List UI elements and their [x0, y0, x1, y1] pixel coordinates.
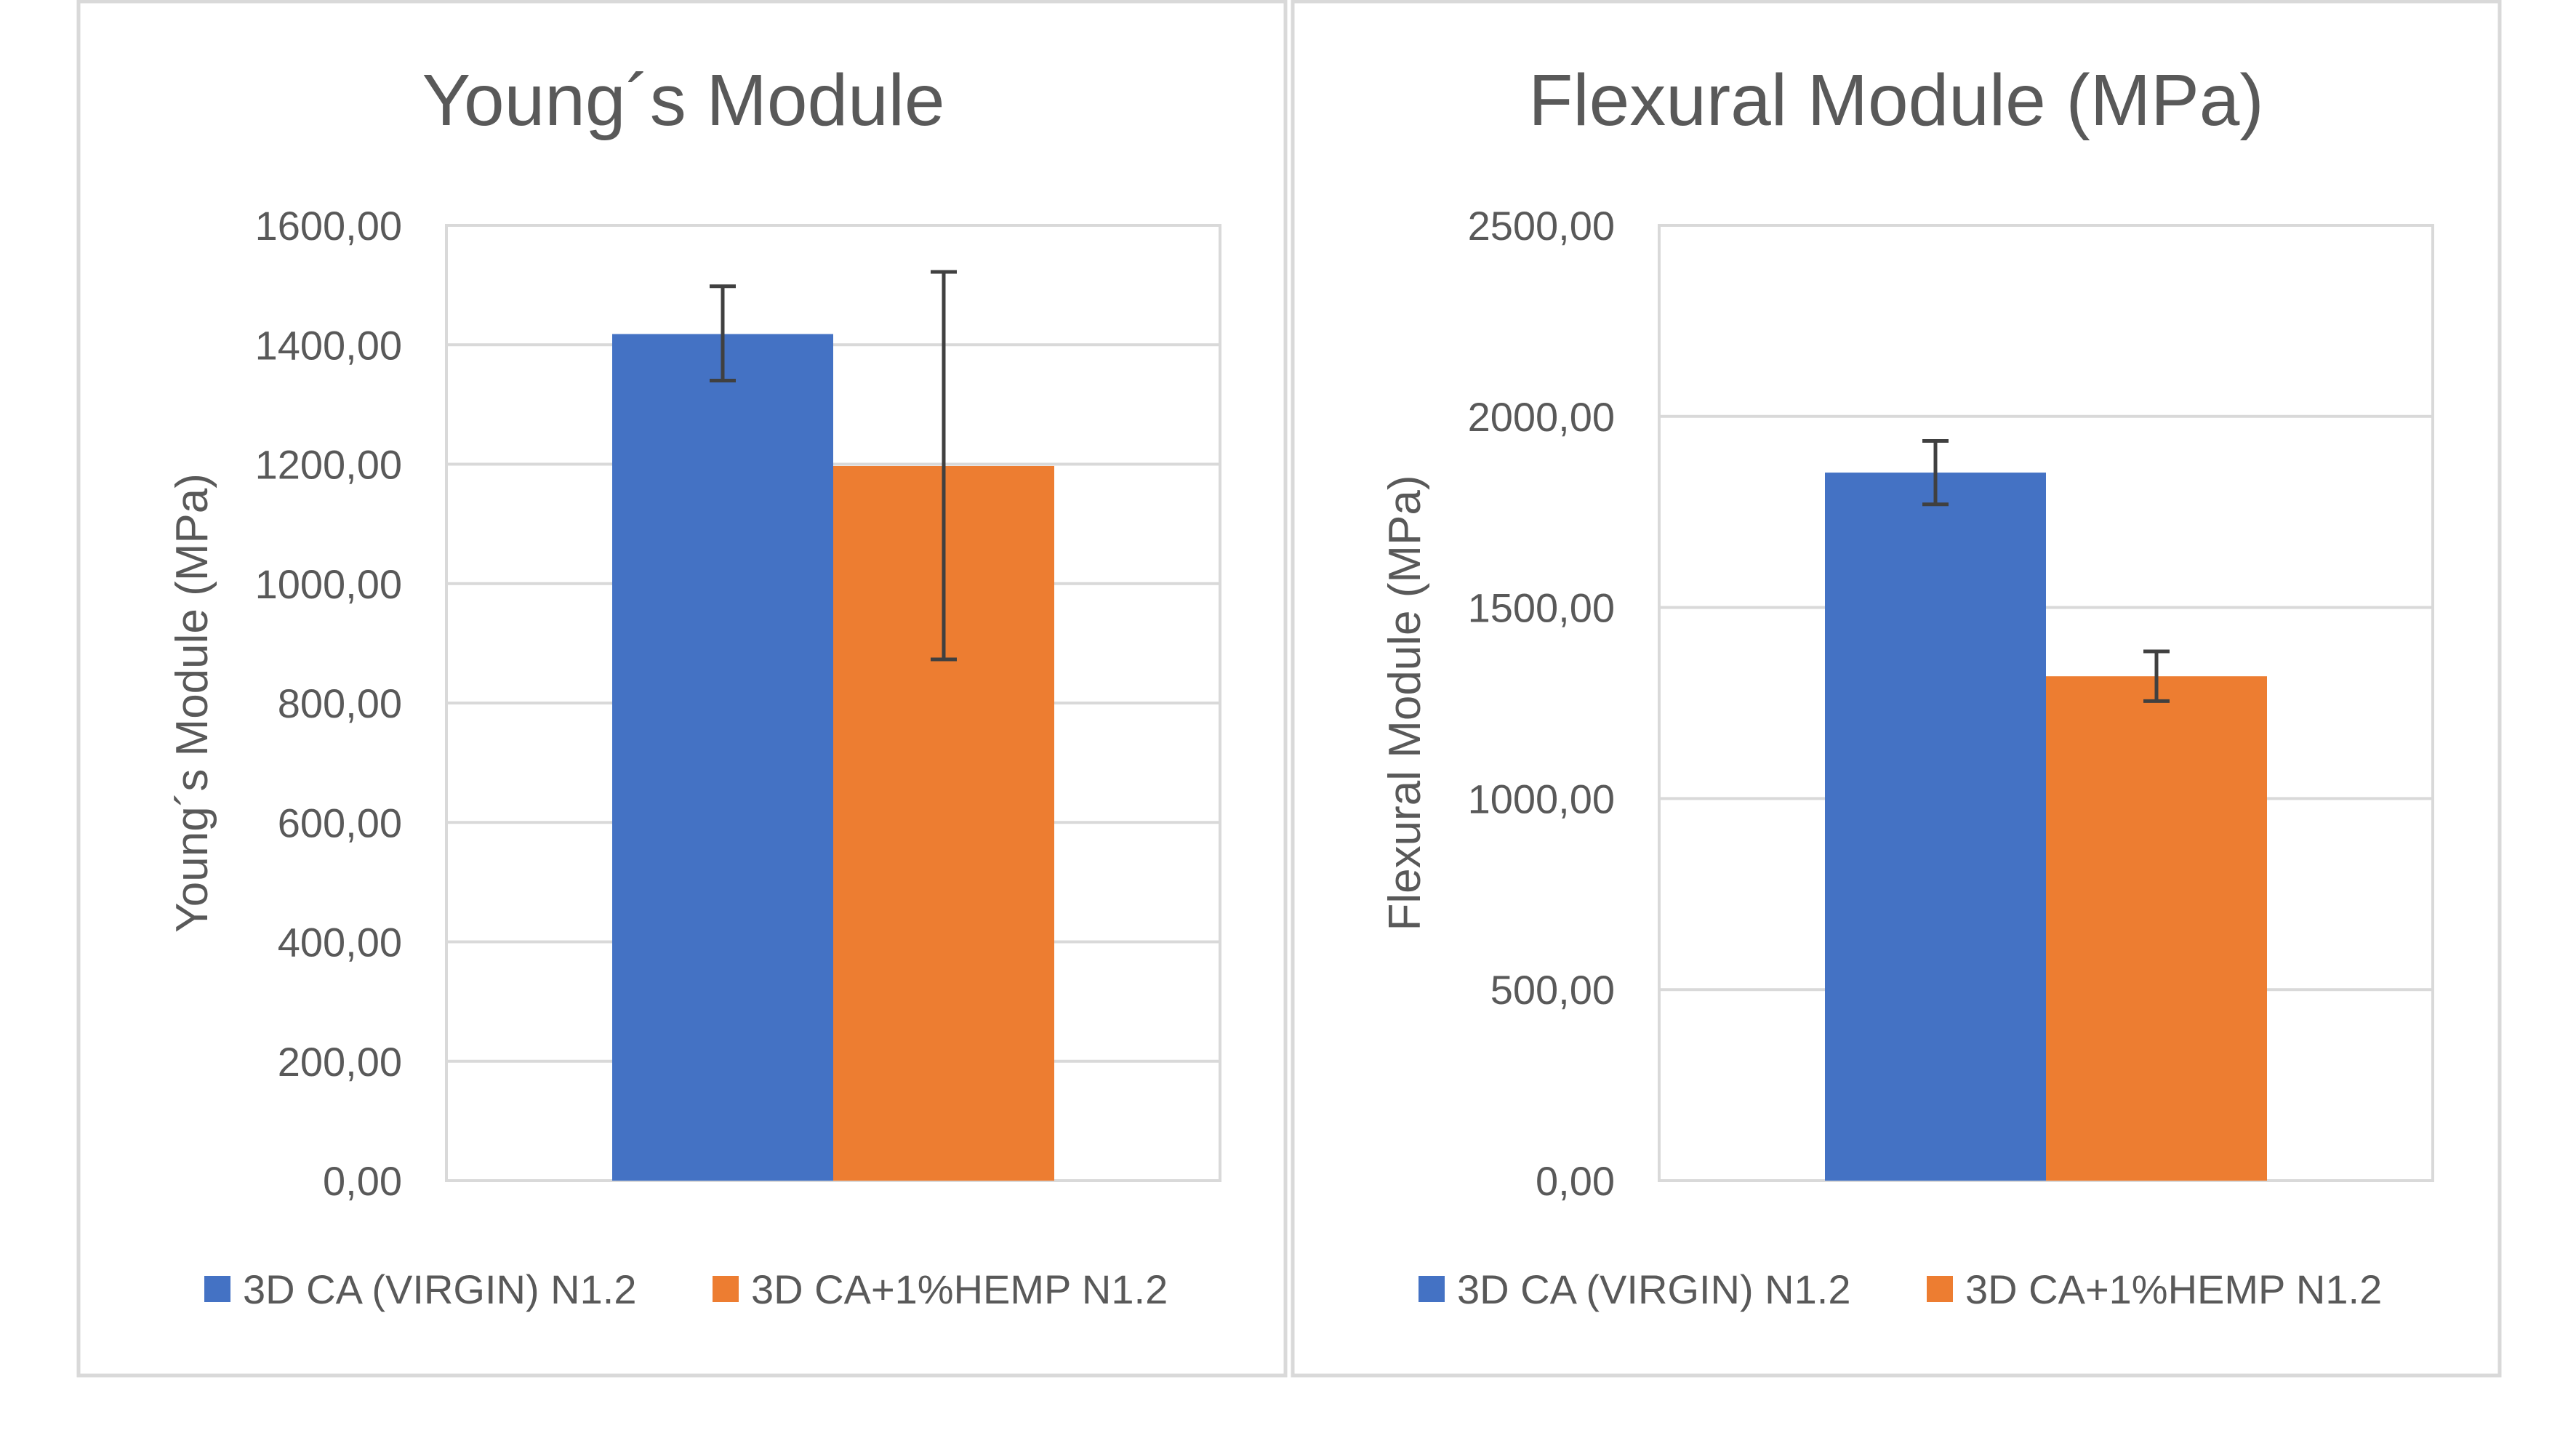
- legend-swatch-series-2: [1927, 1276, 1953, 1302]
- y-tick-label: 1600,00: [255, 203, 402, 249]
- bars: [1825, 473, 2267, 1181]
- y-tick-labels: 0,00 500,00 1000,00 1500,00 2000,00 2500,00: [1468, 203, 1615, 1204]
- y-tick-label: 1200,00: [255, 442, 402, 488]
- error-bars: [1922, 438, 2170, 703]
- bars: [612, 334, 1054, 1181]
- bar-series-1: [612, 334, 833, 1181]
- y-tick-label: 400,00: [278, 920, 402, 965]
- y-tick-label: 1500,00: [1468, 585, 1615, 631]
- y-axis-title: Flexural Module (MPa): [1380, 475, 1430, 931]
- plot-area: 0,00 500,00 1000,00 1500,00 2000,00 2500,00: [1468, 203, 2434, 1204]
- y-tick-labels: 0,00 200,00 400,00 600,00 800,00 1000,00 1200,…: [255, 203, 402, 1204]
- legend-label-series-1: 3D CA (VIRGIN) N1.2: [1457, 1266, 1850, 1312]
- bar-series-1: [1825, 473, 2046, 1181]
- y-tick-label: 0,00: [1536, 1158, 1615, 1204]
- chart-flexural-module: Flexural Module (MPa) 0,00 500,00 1000,00 1…: [1291, 0, 2502, 1378]
- y-tick-label: 2500,00: [1468, 203, 1615, 249]
- y-tick-label: 800,00: [278, 680, 402, 726]
- chart-title: Young´s Module: [422, 60, 944, 141]
- legend-swatch-series-2: [713, 1276, 739, 1302]
- legend-swatch-series-1: [1419, 1276, 1445, 1302]
- bar-series-2: [2046, 676, 2267, 1181]
- y-tick-label: 500,00: [1490, 967, 1615, 1013]
- legend-label-series-1: 3D CA (VIRGIN) N1.2: [243, 1266, 636, 1312]
- legend-label-series-2: 3D CA+1%HEMP N1.2: [1965, 1266, 2382, 1312]
- y-tick-label: 1400,00: [255, 322, 402, 368]
- chart-youngs-module: Young´s Module 0,00 200,00 400,00 600,00 800…: [76, 0, 1288, 1378]
- legend: 3D CA (VIRGIN) N1.2 3D CA+1%HEMP N1.2: [1419, 1266, 2382, 1312]
- legend-label-series-2: 3D CA+1%HEMP N1.2: [751, 1266, 1168, 1312]
- plot-area: 0,00 200,00 400,00 600,00 800,00 1000,00 1200,…: [255, 203, 1221, 1204]
- y-axis-title: Young´s Module (MPa): [167, 473, 217, 933]
- y-tick-label: 0,00: [323, 1158, 402, 1204]
- y-tick-label: 600,00: [278, 800, 402, 845]
- y-tick-label: 2000,00: [1468, 394, 1615, 440]
- y-tick-label: 1000,00: [1468, 776, 1615, 822]
- error-bars: [710, 270, 957, 662]
- y-tick-label: 200,00: [278, 1039, 402, 1085]
- legend-swatch-series-1: [204, 1276, 230, 1302]
- legend: 3D CA (VIRGIN) N1.2 3D CA+1%HEMP N1.2: [204, 1266, 1168, 1312]
- y-tick-label: 1000,00: [255, 561, 402, 607]
- chart-title: Flexural Module (MPa): [1528, 60, 2263, 141]
